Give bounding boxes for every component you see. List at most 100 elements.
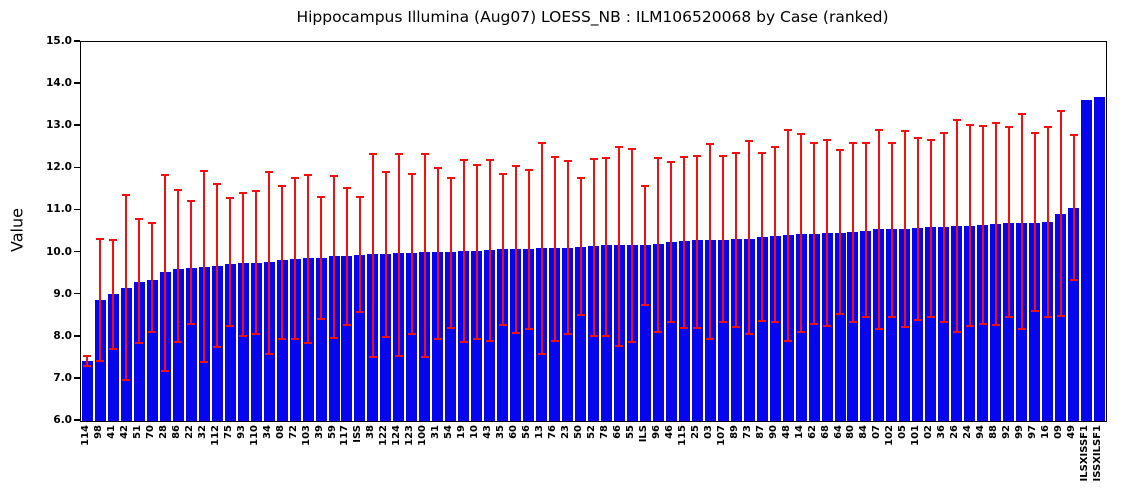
error-bar-14 [800,134,803,333]
bar-64 [834,232,846,421]
x-tick-label: 68 [819,425,831,439]
x-tick-label: 87 [754,425,766,439]
error-bar-38 [371,153,374,357]
error-bar-88 [994,123,997,326]
x-tick-label: 110 [248,425,260,446]
error-bar-cap [511,332,520,335]
bar-68 [821,232,833,421]
bar-60 [510,248,522,421]
error-bar-16 [1046,126,1049,317]
error-bar-cap [511,165,520,168]
x-tick-label: 14 [793,425,805,439]
error-bar-cap [407,172,416,175]
error-bar-cap [693,326,702,329]
x-tick-label: 26 [949,425,961,439]
x-tick-label: 39 [313,425,325,439]
x-tick-label: 124 [391,425,403,446]
error-bar-cap [342,187,351,190]
error-bar-22 [190,200,193,325]
bar-08 [276,260,288,421]
x-tick-label: 55 [624,425,636,439]
x-tick-label: 96 [650,425,662,439]
error-bar-92 [1007,126,1010,317]
x-tick-label: 09 [1053,425,1065,439]
error-bar-35 [501,173,504,326]
bar-39 [315,257,327,421]
x-tick-label: 36 [936,425,948,439]
error-bar-cap [1056,110,1065,113]
error-bar-cap [861,315,870,318]
error-bar-50 [579,178,582,316]
error-bar-cap [485,159,494,162]
error-bar-cap [252,333,261,336]
error-bar-cap [758,151,767,154]
error-bar-cap [654,331,663,334]
error-bar-cap [148,331,157,334]
bar-ILSXISSF1 [1081,99,1093,421]
error-bar-66 [618,146,621,346]
error-bar-60 [514,166,517,334]
error-bar-cap [784,339,793,342]
error-bar-cap [83,354,92,357]
error-bar-09 [1059,111,1062,316]
error-bar-cap [420,152,429,155]
error-bar-cap [576,314,585,317]
x-tick-label: 64 [832,425,844,439]
error-bar-34 [268,172,271,355]
x-tick-label: 89 [728,425,740,439]
error-bar-98 [99,238,102,362]
error-bar-cap [200,361,209,364]
x-tick-label: 70 [144,425,156,439]
x-tick-label: 48 [780,425,792,439]
x-tick-label: 92 [1001,425,1013,439]
error-bar-cap [122,378,131,381]
error-bar-cap [485,339,494,342]
x-tick-label: 10 [469,425,481,439]
error-bar-cap [239,334,248,337]
error-bar-cap [174,188,183,191]
error-bar-cap [187,199,196,202]
error-bar-cap [381,336,390,339]
x-tick-label: 16 [1040,425,1052,439]
error-bar-cap [394,152,403,155]
x-tick-label: 08 [274,425,286,439]
y-tick-mark [74,419,80,421]
error-bar-13 [540,143,543,355]
error-bar-cap [1030,132,1039,135]
error-bar-cap [978,322,987,325]
error-bar-cap [433,166,442,169]
bar-51 [133,282,145,421]
error-bar-cap [239,191,248,194]
bar-22 [185,267,197,421]
error-bar-cap [291,177,300,180]
error-bar-cap [355,196,364,199]
error-bar-31 [436,167,439,339]
x-tick-label: 25 [689,425,701,439]
error-bar-101 [916,137,919,321]
y-tick-label: 7.0 [53,371,72,384]
error-bar-cap [342,323,351,326]
error-bar-cap [1069,134,1078,137]
error-bar-cap [628,148,637,151]
error-bar-cap [900,129,909,132]
x-tick-label: 86 [170,425,182,439]
bar-09 [1055,214,1067,421]
error-bar-cap [576,177,585,180]
x-tick-label: 32 [196,425,208,439]
error-bar-cap [913,319,922,322]
error-bar-cap [952,331,961,334]
y-tick-mark [74,208,80,211]
error-bar-cap [615,344,624,347]
error-bar-cap [991,122,1000,125]
error-bar-28 [164,175,167,372]
x-tick-label: 54 [443,425,455,439]
x-tick-label: 02 [923,425,935,439]
bar-93 [237,262,249,421]
error-bar-cap [226,196,235,199]
y-tick-mark [74,250,80,253]
error-bar-cap [122,193,131,196]
bar-87 [756,236,768,421]
error-bar-cap [498,324,507,327]
error-bar-cap [524,328,533,331]
